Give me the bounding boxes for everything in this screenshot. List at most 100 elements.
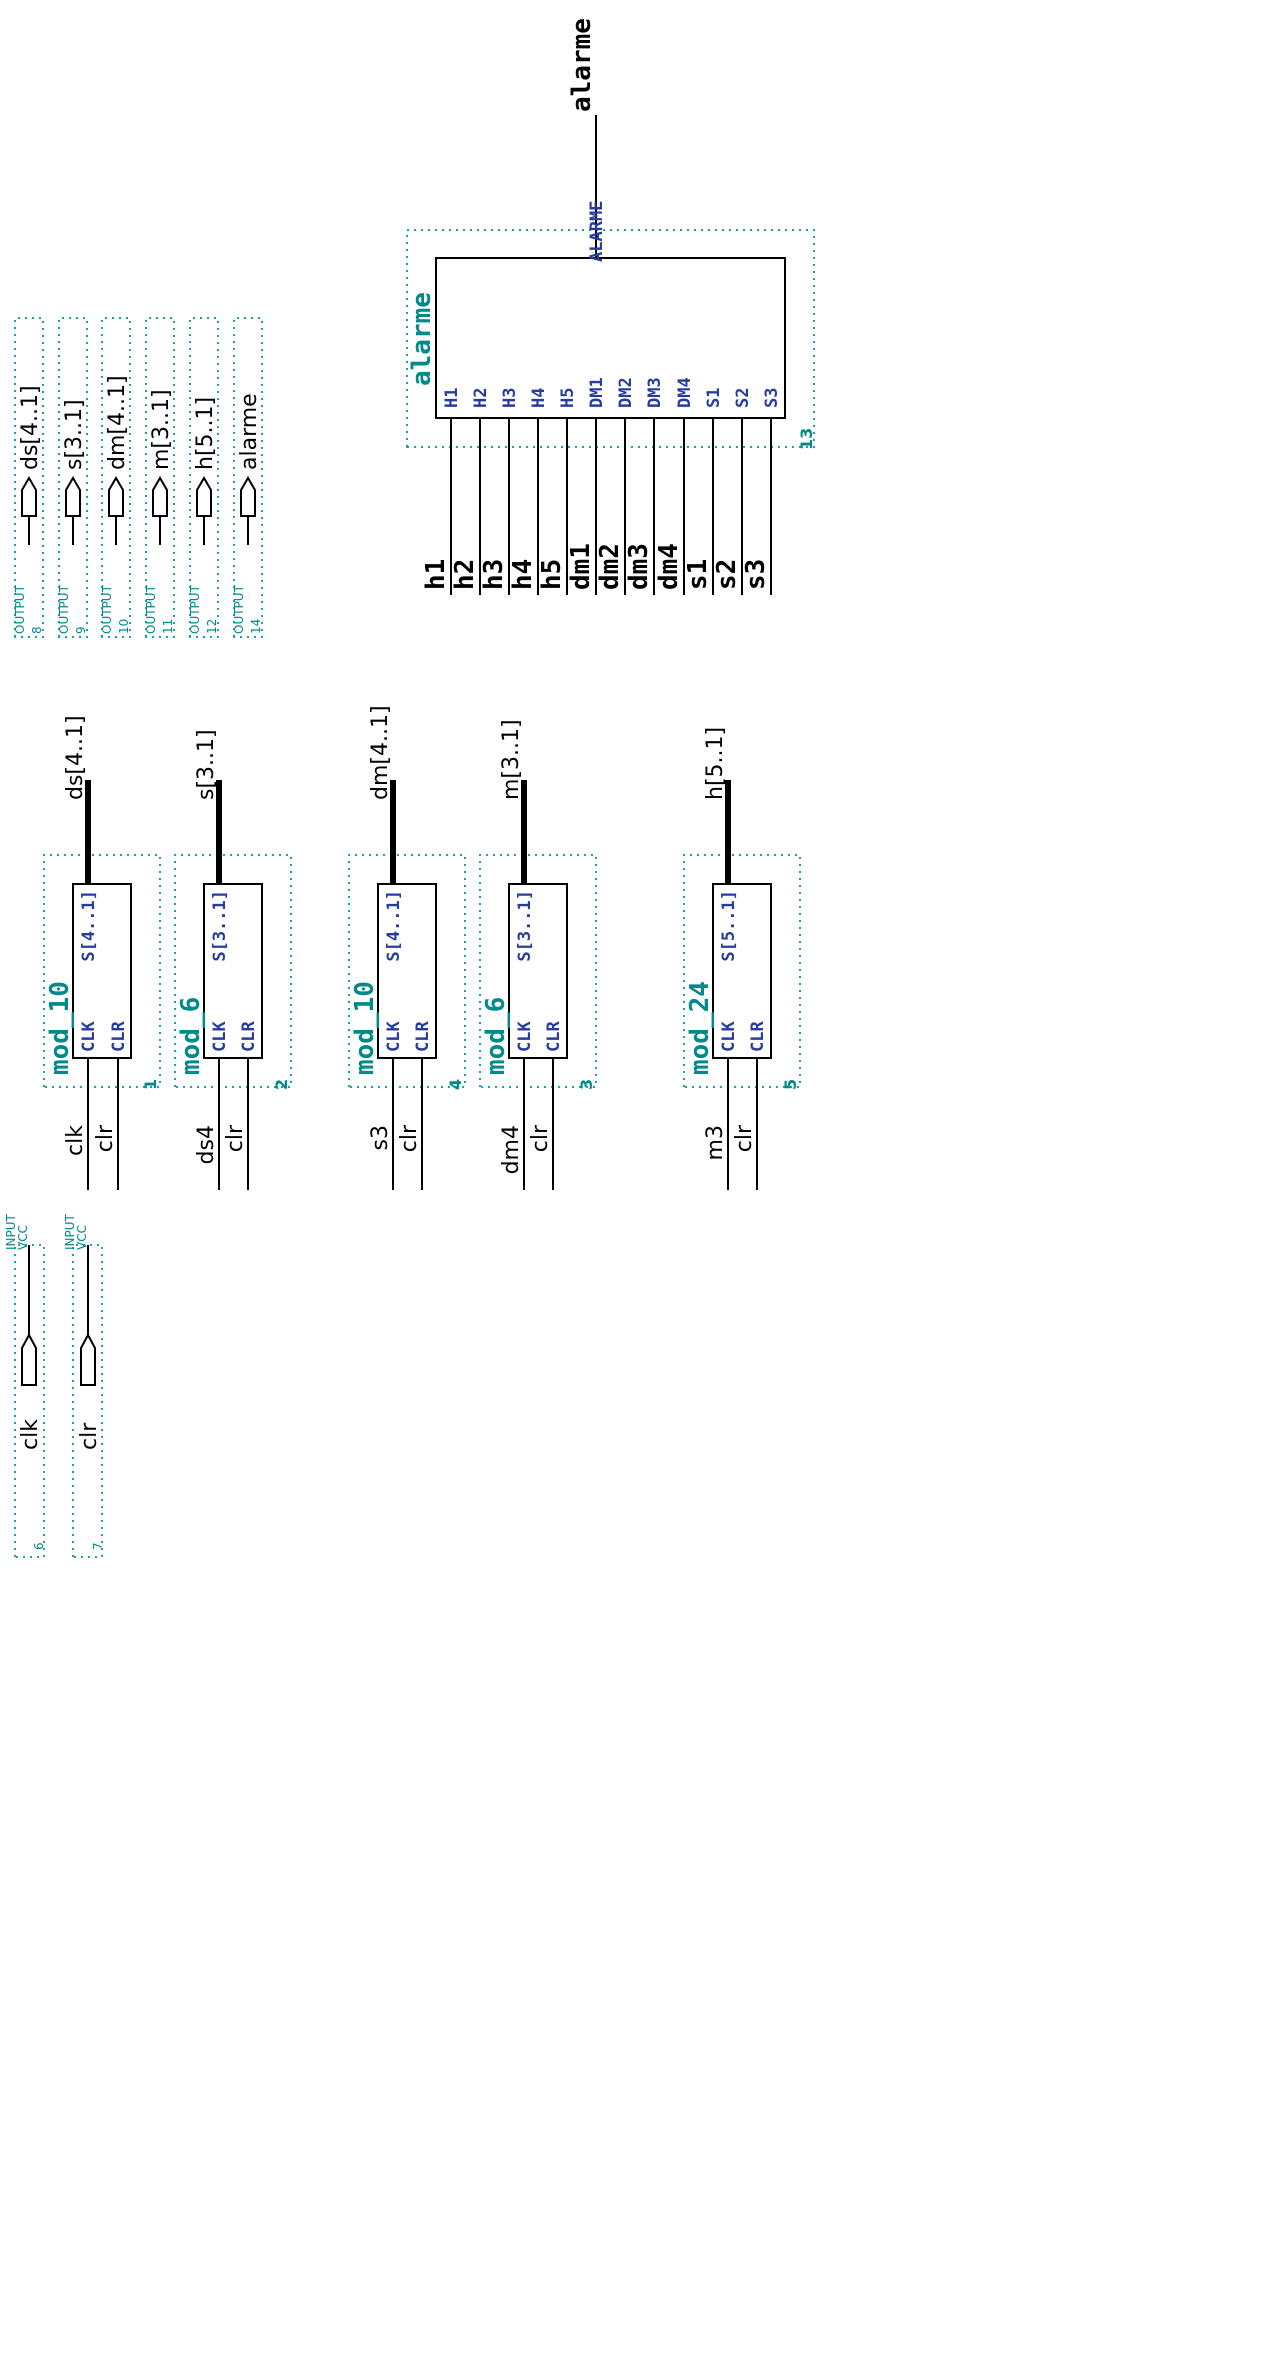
input-signal-label: clr (528, 1124, 553, 1152)
pin-s2: S2 (733, 388, 753, 408)
output-signal-label: ds[4..1] (63, 715, 88, 800)
module-body (377, 883, 437, 1059)
signal-dm4: dm4 (654, 543, 684, 590)
pin-type: OUTPUT (144, 584, 158, 634)
module-alarme-13: H1 h1 H2 h2 H3 h3 H4 h4 H5 h5 DM1 dm1 DM2 dm2 DM3 dm3 DM… (406, 18, 816, 595)
pin-clr: CLR (413, 1021, 433, 1052)
signal-s3: s3 (741, 559, 771, 590)
output-name: h[5..1] (193, 397, 218, 470)
input-signal-label: m3 (703, 1125, 728, 1160)
pin-h2: H2 (471, 388, 491, 408)
output-arrow-icon (65, 476, 81, 517)
pin-boundary (14, 1244, 45, 1558)
pin-type: OUTPUT (13, 584, 27, 634)
pin-output: S[4..1] (79, 890, 99, 962)
module-boundary (43, 854, 161, 1088)
pin-clr: CLR (109, 1021, 129, 1052)
signal-h5: h5 (537, 559, 567, 590)
output-name: s[3..1] (62, 399, 87, 470)
signal-h4: h4 (508, 559, 538, 590)
pin-number: 11 (161, 619, 175, 634)
pin-boundary (233, 317, 263, 638)
output-arrow-icon (196, 476, 212, 517)
module-number: 13 (797, 428, 816, 450)
pin-default: VCC (75, 1225, 89, 1250)
pin-number: 10 (117, 619, 131, 634)
pin-output: S[3..1] (515, 890, 535, 962)
module-boundary (406, 229, 815, 448)
pin-dm3: DM3 (645, 377, 665, 408)
signal-h2: h2 (450, 559, 480, 590)
input-arrow-icon (21, 1332, 37, 1386)
module-mod-6-2: mod_6 CLK CLR S[3..1] 2 ds4 clr s[3..1] (174, 729, 292, 1190)
output-arrow-icon (108, 476, 124, 517)
pin-type: OUTPUT (188, 584, 202, 634)
pin-clk: CLK (210, 1021, 230, 1052)
output-pin-12: OUTPUT 12 h[5..1] (188, 317, 219, 638)
module-mod-6-3: mod_6 CLK CLR S[3..1] 3 dm4 clr m[3..1] (479, 719, 597, 1190)
output-pins: OUTPUT 8ds[4..1]OUTPUT 9s[3..1]OUTPUT 10dm[… (13, 317, 263, 638)
module-boundary (479, 854, 597, 1088)
pin-default: VCC (16, 1225, 30, 1250)
signal-dm3: dm3 (624, 543, 654, 590)
input-signal-label: clr (223, 1124, 248, 1152)
pin-clk: CLK (384, 1021, 404, 1052)
output-arrow-icon (152, 476, 168, 517)
pin-boundary (189, 317, 219, 638)
output-name: m[3..1] (149, 389, 174, 470)
signal-s2: s2 (712, 559, 742, 590)
pin-boundary (58, 317, 88, 638)
module-boundary (683, 854, 801, 1088)
pin-type: INPUT (4, 1213, 18, 1250)
output-pin-8: OUTPUT 8 ds[4..1] (13, 317, 44, 638)
pin-h4: H4 (529, 388, 549, 408)
signal-h1: h1 (421, 559, 451, 590)
pin-number: 7 (91, 1542, 105, 1550)
pin-boundary (145, 317, 175, 638)
output-arrow-icon (240, 476, 256, 517)
module-body (435, 257, 786, 419)
module-name: mod_24 (685, 981, 715, 1075)
pin-boundary (72, 1244, 103, 1558)
input-arrow-icon (80, 1332, 96, 1386)
pin-number: 6 (32, 1542, 46, 1550)
output-pin-11: OUTPUT 11 m[3..1] (144, 317, 175, 638)
pin-number: 9 (74, 626, 88, 634)
signal-dm2: dm2 (595, 543, 625, 590)
input-name: clk (18, 1419, 43, 1450)
module-mod-24-5: mod_24 CLK CLR S[5..1] 5 m3 clr h[5..1] (683, 727, 801, 1190)
module-body (712, 883, 772, 1059)
alarm-module: H1 h1 H2 h2 H3 h3 H4 h4 H5 h5 DM1 dm1 DM2 dm2 DM3 dm3 DM… (406, 18, 816, 595)
output-pin-14: OUTPUT 14 alarme (232, 317, 263, 638)
pin-type: OUTPUT (100, 584, 114, 634)
pin-type: OUTPUT (57, 584, 71, 634)
module-name: mod_10 (45, 981, 75, 1075)
pin-number: 12 (205, 619, 219, 634)
input-signal-label: clr (732, 1124, 757, 1152)
pin-h5: H5 (558, 388, 578, 408)
pin-number: 8 (30, 626, 44, 634)
input-signal-label: clk (63, 1125, 88, 1156)
pin-h1: H1 (442, 388, 462, 408)
module-body (508, 883, 568, 1059)
pin-s3: S3 (762, 388, 782, 408)
input-signal-label: ds4 (194, 1125, 219, 1164)
signal-dm1: dm1 (566, 543, 596, 590)
pin-clr: CLR (748, 1021, 768, 1052)
pin-dm2: DM2 (616, 377, 636, 408)
output-pin-10: OUTPUT 10 dm[4..1] (100, 317, 131, 638)
pin-boundary (14, 317, 44, 638)
output-signal-label: dm[4..1] (368, 705, 393, 800)
input-signal-label: dm4 (499, 1125, 524, 1174)
module-name: mod_10 (350, 981, 380, 1075)
pin-output: S[3..1] (210, 890, 230, 962)
pin-boundary (101, 317, 131, 638)
module-body (203, 883, 263, 1059)
input-signal-label: s3 (368, 1125, 393, 1150)
module-number: 5 (781, 1079, 800, 1090)
module-body (72, 883, 132, 1059)
pin-type: INPUT (63, 1213, 77, 1250)
